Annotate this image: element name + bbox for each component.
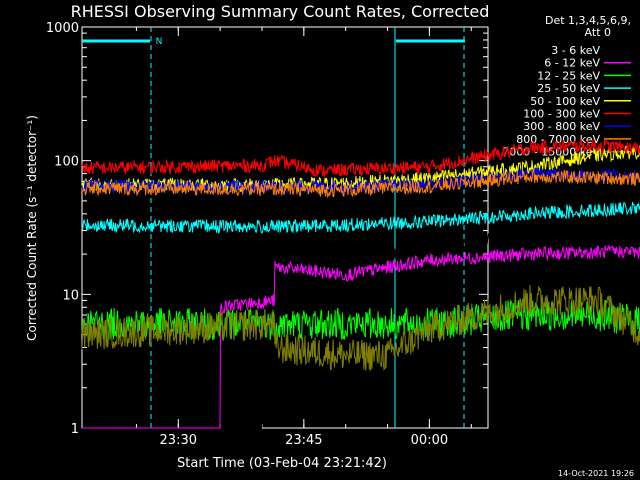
legend-entry-label: 25 - 50 keV xyxy=(537,82,600,95)
legend-entry-label: 12 - 25 keV xyxy=(537,69,600,82)
series-line xyxy=(81,299,640,341)
y-tick-label: 1000 xyxy=(46,21,79,36)
legend-entry-label: 50 - 100 keV xyxy=(530,95,600,108)
legend-entry-label: 100 - 300 keV xyxy=(523,108,600,121)
generation-timestamp: 14-Oct-2021 19:26 xyxy=(558,469,634,478)
series-line xyxy=(82,244,640,429)
chart-title: RHESSI Observing Summary Count Rates, Co… xyxy=(71,2,490,21)
legend-header-line-1: Det 1,3,4,5,6,9, xyxy=(545,14,631,27)
y-tick-label: 10 xyxy=(62,288,79,303)
legend-entry-label: 6 - 12 keV xyxy=(544,57,600,70)
x-tick-label: 00:00 xyxy=(411,433,448,448)
legend-header-line-2: Att 0 xyxy=(585,26,611,39)
legend-entry-label: 300 - 800 keV xyxy=(523,120,600,133)
x-axis-label: Start Time (03-Feb-04 23:21:42) xyxy=(177,456,387,471)
series-line xyxy=(81,201,640,235)
y-axis-label: Corrected Count Rate (s⁻¹ detector⁻¹) xyxy=(25,115,39,341)
flag-label: N xyxy=(156,37,163,47)
x-tick-label: 23:45 xyxy=(285,433,322,448)
y-tick-label: 100 xyxy=(54,155,79,170)
series-line xyxy=(81,169,640,199)
series-line xyxy=(81,139,640,178)
x-tick-label: 23:30 xyxy=(160,433,197,448)
y-tick-label: 1 xyxy=(71,422,79,437)
x-axis: Start Time (03-Feb-04 23:21:42) 23:30 23:… xyxy=(135,27,472,471)
plot-area: N xyxy=(81,27,640,429)
y-axis: Corrected Count Rate (s⁻¹ detector⁻¹) 1 1… xyxy=(25,21,488,437)
legend-entry-label: 800 - 7000 keV xyxy=(516,133,600,146)
legend-entry-label: 3 - 6 keV xyxy=(551,44,600,57)
series-line xyxy=(81,284,640,371)
